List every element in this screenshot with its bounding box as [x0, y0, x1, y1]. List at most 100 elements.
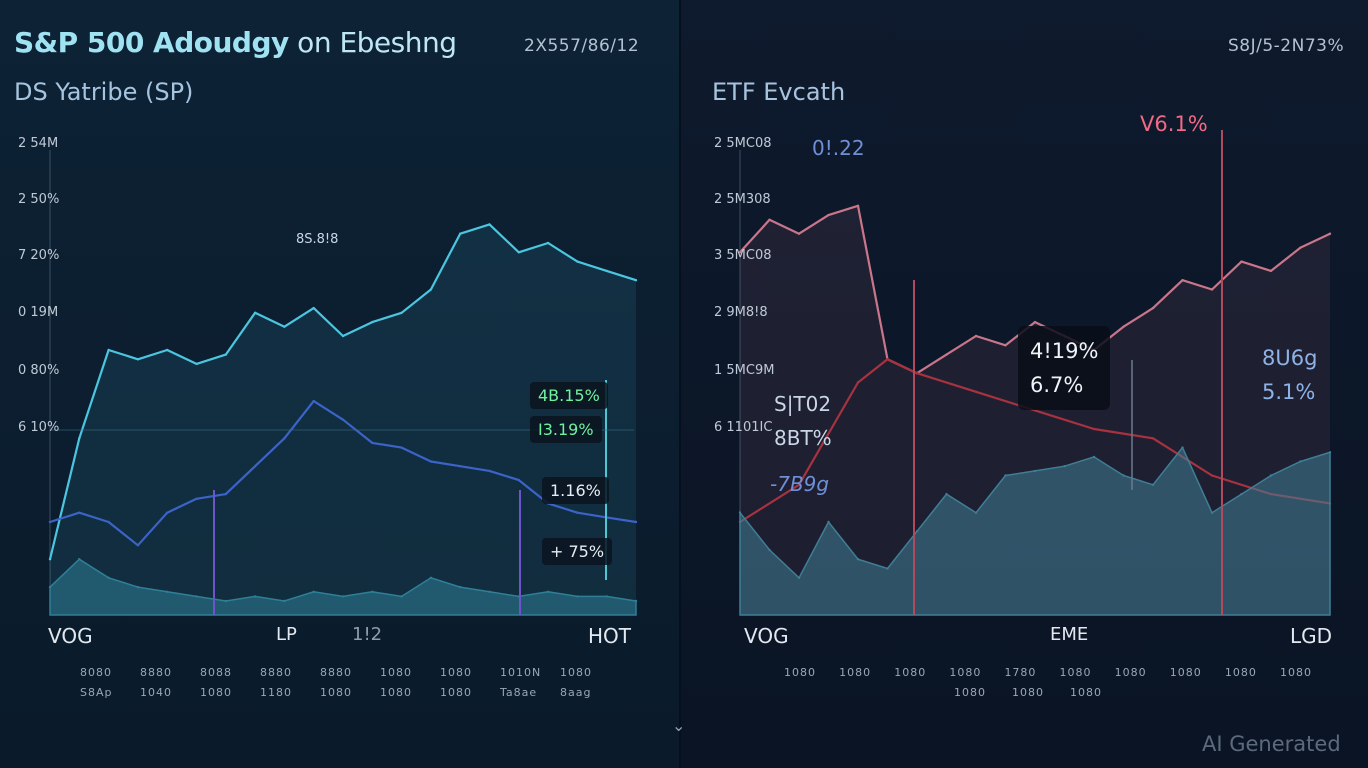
left-x-label-start: VOG: [48, 624, 93, 648]
left-corner-label: 2X557/86/12: [524, 36, 640, 56]
right-chart-series-2-point: [915, 530, 919, 533]
right-ytick-4: 1 5MC9M: [714, 363, 775, 378]
left-chart-series-1-point: [195, 497, 198, 500]
left-chart-series-2-point: [400, 595, 403, 598]
left-chart-series-2-point: [107, 576, 110, 579]
left-chart-series-2-point: [195, 595, 198, 598]
left-chart-series-0-point: [576, 260, 579, 263]
right-chart-series-2-point: [1151, 483, 1155, 486]
right-chart-series-2-point: [1299, 460, 1302, 463]
left-small-rows-label: 1010N: [500, 666, 542, 679]
right-small-rows-label: 1080: [1114, 666, 1147, 679]
right-ytick-2: 3 5MC08: [714, 248, 772, 263]
right-chart-series-2-point: [1328, 451, 1332, 454]
left-ytick-4: 0 80%: [18, 363, 60, 378]
right-small-rows-label: 1080: [1012, 686, 1044, 699]
left-chart-series-2-point: [371, 590, 374, 593]
left-chart-series-1-point: [253, 465, 257, 468]
left-chart-series-0-point: [78, 437, 81, 440]
left-chart-series-2-point: [136, 585, 140, 589]
scroll-chevron-icon[interactable]: ⌄: [672, 716, 686, 735]
left-chart-series-2-point: [283, 599, 286, 603]
right-chart-series-2-point: [1181, 446, 1184, 449]
right-chart-series-0-point: [1033, 320, 1037, 324]
right-chart-series-2-point: [886, 567, 889, 570]
left-chart-series-2-point: [634, 599, 638, 603]
right-annot-left-3: -7B9g: [770, 472, 830, 496]
right-annot-left-1: S|T02: [774, 392, 832, 416]
right-chart-series-0-point: [738, 251, 742, 254]
right-chart-subtitle: ETF Evcath: [712, 78, 846, 106]
left-chart-series-2-point: [488, 590, 491, 593]
left-small-rows-label: 1080: [320, 686, 352, 699]
left-chart-series-2-point: [576, 595, 579, 598]
right-chart-series-0-point: [1122, 325, 1125, 328]
right-chart-series-2-point: [1092, 455, 1096, 459]
left-chart-series-0-point: [312, 306, 315, 310]
left-chart-series-1-point: [136, 544, 140, 547]
left-x-label-center2: 1!2: [352, 624, 383, 645]
left-chart-title: S&P 500 Adoudgy on Ebeshng: [14, 26, 457, 59]
left-annot-mid: 8S.8!8: [296, 232, 339, 247]
left-chart-series-2-point: [429, 576, 433, 579]
right-chart-series-1-point: [856, 381, 860, 384]
left-title-rest: on Ebeshng: [288, 26, 457, 59]
left-small-rows-label: 1080: [440, 686, 472, 699]
right-small-rows-label: 1080: [1070, 686, 1102, 699]
left-small-rows-label: 1080: [560, 666, 592, 679]
left-chart-series-1-point: [78, 511, 81, 514]
right-chart-series-1-point: [1210, 474, 1214, 477]
right-chart-series-0-point: [1210, 288, 1214, 291]
left-chart-series-1-point: [634, 520, 638, 524]
right-chart-series-1-point: [797, 483, 801, 486]
left-chart-subtitle: DS Yatribe (SP): [14, 78, 194, 106]
right-ytick-3: 2 9M8!8: [714, 305, 768, 320]
right-small-rows-label: 1080: [1169, 666, 1202, 679]
left-small-rows-label: 1080: [380, 686, 412, 699]
right-small-rows-label: 1080: [1224, 666, 1257, 679]
right-small-rows-label: 1080: [1059, 666, 1092, 679]
right-x-label-end: LGD: [1290, 624, 1333, 648]
right-chart-series-1-point: [974, 390, 978, 393]
right-chart-series-2-point: [1122, 474, 1125, 477]
right-small-rows-label: 1080: [894, 666, 927, 679]
left-chart-series-1-point: [224, 492, 227, 496]
left-small-rows-label: 8880: [140, 666, 172, 679]
right-annot-pink: V6.1%: [1140, 112, 1208, 136]
left-chart-series-2-point: [605, 595, 608, 598]
right-annot-box: 4!19% 6.7%: [1018, 326, 1111, 410]
left-chart-series-2-point: [78, 558, 81, 561]
right-annot-box-line2: 6.7%: [1030, 373, 1084, 397]
right-chart-series-2-point: [1210, 511, 1214, 514]
right-annot-blue-2: 5.1%: [1262, 380, 1316, 404]
right-chart-series-0-point: [1181, 279, 1184, 282]
right-ytick-0: 2 5MC08: [714, 136, 772, 151]
right-chart-series-1-point: [1092, 427, 1096, 431]
right-small-rows-label: 1080: [1280, 666, 1312, 679]
right-annot-blue-1: 8U6g: [1262, 346, 1318, 370]
right-chart-series-2-point: [945, 492, 948, 496]
left-small-rows-label: 1080: [440, 666, 472, 679]
left-chart-series-2-point: [166, 590, 169, 593]
left-chart-series-1-point: [488, 469, 491, 473]
right-chart-series-2-point: [974, 511, 978, 514]
left-chart-series-0-point: [517, 251, 520, 254]
left-chart-series-2-point: [48, 585, 52, 589]
right-ytick-5: 6 1101IC: [714, 420, 773, 435]
left-title-strong: S&P 500 Adoudgy: [14, 26, 289, 59]
right-chart-series-2-point: [768, 548, 771, 552]
left-chart-series-1-point: [48, 520, 52, 524]
right-annot-top-blue: 0!.22: [812, 136, 865, 160]
right-x-label-start: VOG: [744, 624, 789, 648]
left-chart-series-1-point: [400, 446, 403, 449]
left-chart-series-1-point: [371, 441, 374, 445]
left-x-label-center: LP: [276, 624, 297, 645]
right-chart-series-2-point: [1240, 492, 1243, 496]
left-small-rows-label: 1080: [380, 666, 412, 679]
left-small-rows-label: 8088: [200, 666, 232, 679]
right-chart-series-0-point: [797, 232, 801, 235]
right-chart-series-0-point: [1240, 260, 1243, 263]
left-chart-series-0-point: [400, 311, 403, 314]
left-annot-white-1: 1.16%: [542, 477, 609, 504]
